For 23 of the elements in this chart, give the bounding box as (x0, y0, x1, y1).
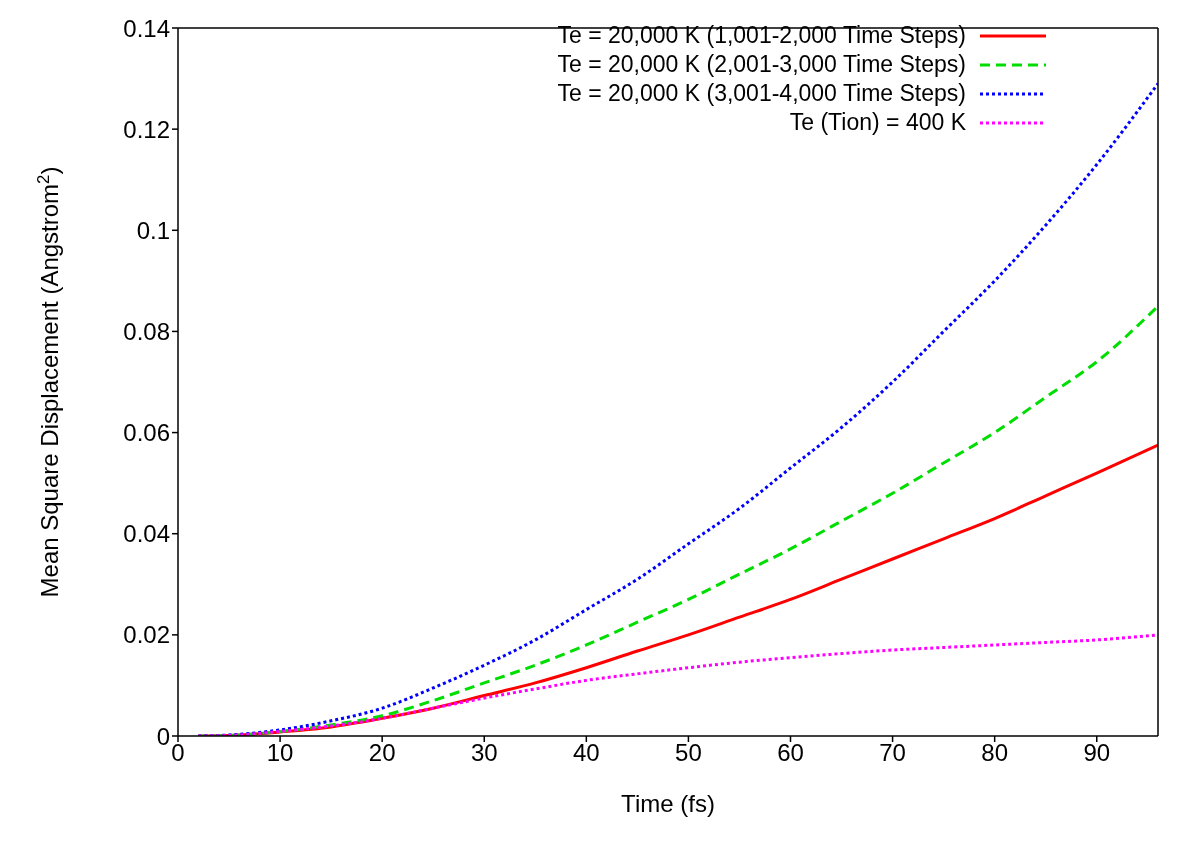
y-tick-label: 0.08 (123, 317, 170, 345)
x-tick-label: 60 (777, 739, 804, 767)
line-series (196, 633, 1158, 736)
y-tick-label: 0.06 (123, 419, 170, 447)
x-tick-label: 20 (368, 739, 396, 767)
y-tick-label: 0.1 (136, 216, 170, 244)
legend-label: Te = 20,000 K (1,001-2,000 Time Steps) (557, 22, 966, 49)
x-tick-label: 40 (572, 739, 600, 767)
x-tick-label: 90 (1083, 739, 1111, 767)
x-axis-title: Time (fs) (621, 790, 715, 817)
y-tick-label: 0.14 (123, 14, 170, 42)
x-tick-label: 30 (470, 739, 498, 767)
y-tick-label: 0.02 (123, 621, 170, 649)
y-tick-label: 0.12 (123, 115, 170, 143)
legend-label: Te = 20,000 K (3,001-4,000 Time Steps) (557, 80, 966, 107)
legend-label: Te = 20,000 K (2,001-3,000 Time Steps) (557, 51, 966, 78)
x-tick-label: 10 (266, 739, 294, 767)
x-tick-label: 50 (675, 739, 702, 767)
y-tick-label: 0.04 (123, 520, 170, 548)
x-tick-label: 80 (981, 739, 1009, 767)
y-tick-label: 0 (156, 722, 170, 750)
x-tick-label: 70 (879, 739, 906, 767)
legend-label: Te (Tion) = 400 K (789, 109, 966, 136)
